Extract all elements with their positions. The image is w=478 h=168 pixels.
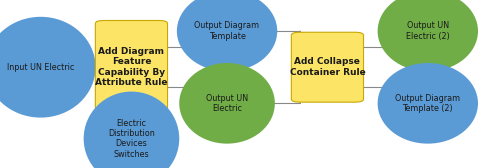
Ellipse shape	[84, 92, 179, 168]
Text: Output Diagram
Template (2): Output Diagram Template (2)	[395, 94, 460, 113]
Text: Add Diagram
Feature
Capability By
Attribute Rule: Add Diagram Feature Capability By Attrib…	[95, 47, 168, 87]
FancyBboxPatch shape	[291, 32, 363, 102]
Ellipse shape	[177, 0, 277, 71]
FancyBboxPatch shape	[96, 20, 167, 114]
Ellipse shape	[378, 0, 478, 71]
Text: Input UN Electric: Input UN Electric	[7, 63, 74, 72]
Ellipse shape	[378, 63, 478, 144]
Text: Output UN
Electric (2): Output UN Electric (2)	[406, 21, 450, 41]
Text: Output Diagram
Template: Output Diagram Template	[195, 21, 260, 41]
Text: Electric
Distribution
Devices
Switches: Electric Distribution Devices Switches	[108, 118, 155, 159]
Text: Add Collapse
Container Rule: Add Collapse Container Rule	[290, 57, 365, 77]
Ellipse shape	[0, 17, 96, 118]
Ellipse shape	[179, 63, 275, 144]
Text: Output UN
Electric: Output UN Electric	[206, 94, 248, 113]
